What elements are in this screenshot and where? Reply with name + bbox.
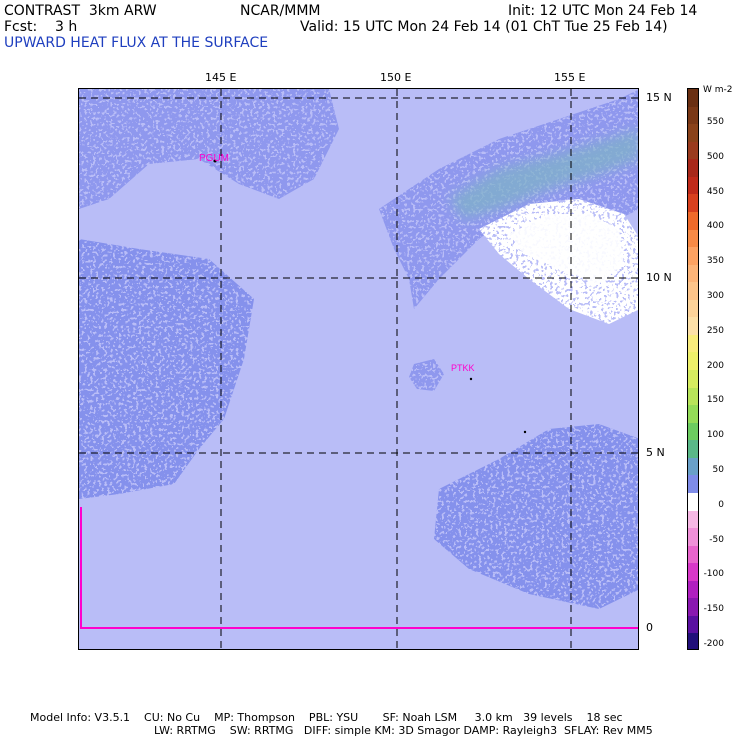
forecast-hour: Fcst: 3 h <box>4 19 78 35</box>
colorbar-segment <box>688 457 698 476</box>
lat-label-5n: 5 N <box>646 446 665 459</box>
colorbar-segment <box>688 528 698 546</box>
colorbar-label: 150 <box>706 395 724 406</box>
colorbar-segment <box>688 387 698 406</box>
station-marker-pgum <box>213 159 217 163</box>
colorbar-label: 550 <box>706 117 724 127</box>
colorbar-segment <box>688 299 698 318</box>
lon-label-150: 150 E <box>380 71 412 84</box>
colorbar-label: 450 <box>706 186 724 197</box>
colorbar-label: -100 <box>703 569 724 580</box>
colorbar-segment <box>688 317 698 335</box>
lon-label-145: 145 E <box>205 71 237 84</box>
flux-region-southeast <box>434 424 638 609</box>
lat-label-0: 0 <box>646 621 653 634</box>
colorbar-segment <box>688 334 698 353</box>
colorbar-label: 100 <box>706 430 724 441</box>
colorbar-label: 400 <box>706 221 724 232</box>
model-info-line2: LW: RRTMG SW: RRTMG DIFF: simple KM: 3D … <box>154 724 653 737</box>
colorbar-segment <box>688 282 698 300</box>
valid-time: Valid: 15 UTC Mon 24 Feb 14 (01 ChT Tue … <box>300 19 668 35</box>
lon-label-155: 155 E <box>554 71 586 84</box>
model-title: CONTRAST 3km ARW <box>4 3 157 19</box>
colorbar-segment <box>688 264 698 283</box>
model-info-line1: Model Info: V3.5.1 CU: No Cu MP: Thompso… <box>30 711 623 724</box>
colorbar-segment <box>688 580 698 599</box>
colorbar-segment <box>688 211 698 230</box>
colorbar-segment <box>688 633 698 649</box>
colorbar-segment <box>688 615 698 634</box>
colorbar-label: 250 <box>706 325 724 336</box>
colorbar-segment <box>688 510 698 529</box>
center-title: NCAR/MMM <box>240 3 321 19</box>
colorbar-segment <box>688 89 698 107</box>
colorbar-segment <box>688 405 698 423</box>
colorbar-segment <box>688 352 698 370</box>
colorbar-segment <box>688 440 698 458</box>
flux-region-west <box>79 239 254 499</box>
field-title: UPWARD HEAT FLUX AT THE SURFACE <box>4 35 269 51</box>
colorbar-unit: W m-2 <box>703 85 733 95</box>
colorbar-segment <box>688 229 698 248</box>
colorbar-segment <box>688 598 698 616</box>
colorbar-segment <box>688 475 698 493</box>
colorbar-label: -200 <box>703 639 724 649</box>
flux-region-negative-core <box>509 214 624 284</box>
colorbar-label: 500 <box>706 151 724 162</box>
colorbar-segment <box>688 563 698 581</box>
colorbar-segment <box>688 124 698 142</box>
flux-region-pohnpei <box>409 359 444 391</box>
colorbar-label: -50 <box>709 534 724 545</box>
colorbar-label: 0 <box>718 499 724 510</box>
colorbar-segment <box>688 106 698 125</box>
flux-region-northwest <box>79 89 339 209</box>
station-label-ptkk: PTKK <box>451 363 475 373</box>
colorbar-segment <box>688 141 698 160</box>
colorbar-segment <box>688 194 698 212</box>
colorbar-segment <box>688 247 698 265</box>
colorbar-label: -150 <box>703 604 724 615</box>
island-marker <box>523 430 527 434</box>
colorbar-segment <box>688 176 698 195</box>
colorbar-segment <box>688 545 698 564</box>
station-label-pgum: PGUM <box>199 153 229 164</box>
colorbar-segment <box>688 159 698 177</box>
colorbar-label: 300 <box>706 291 724 301</box>
flux-map-svg: PGUM PTKK <box>79 89 638 649</box>
colorbar-label: 350 <box>706 256 724 267</box>
colorbar-label: 50 <box>712 465 724 475</box>
flux-band-high <box>449 129 638 219</box>
colorbar-segment <box>688 422 698 441</box>
colorbar-segment <box>688 370 698 388</box>
station-marker-ptkk <box>469 377 473 381</box>
flux-map: PGUM PTKK <box>78 88 639 650</box>
colorbar-label: 200 <box>706 360 724 371</box>
lat-label-10n: 10 N <box>646 271 672 284</box>
lat-label-15n: 15 N <box>646 91 672 104</box>
init-time: Init: 12 UTC Mon 24 Feb 14 <box>508 3 698 19</box>
colorbar <box>687 88 699 650</box>
colorbar-segment <box>688 492 698 511</box>
